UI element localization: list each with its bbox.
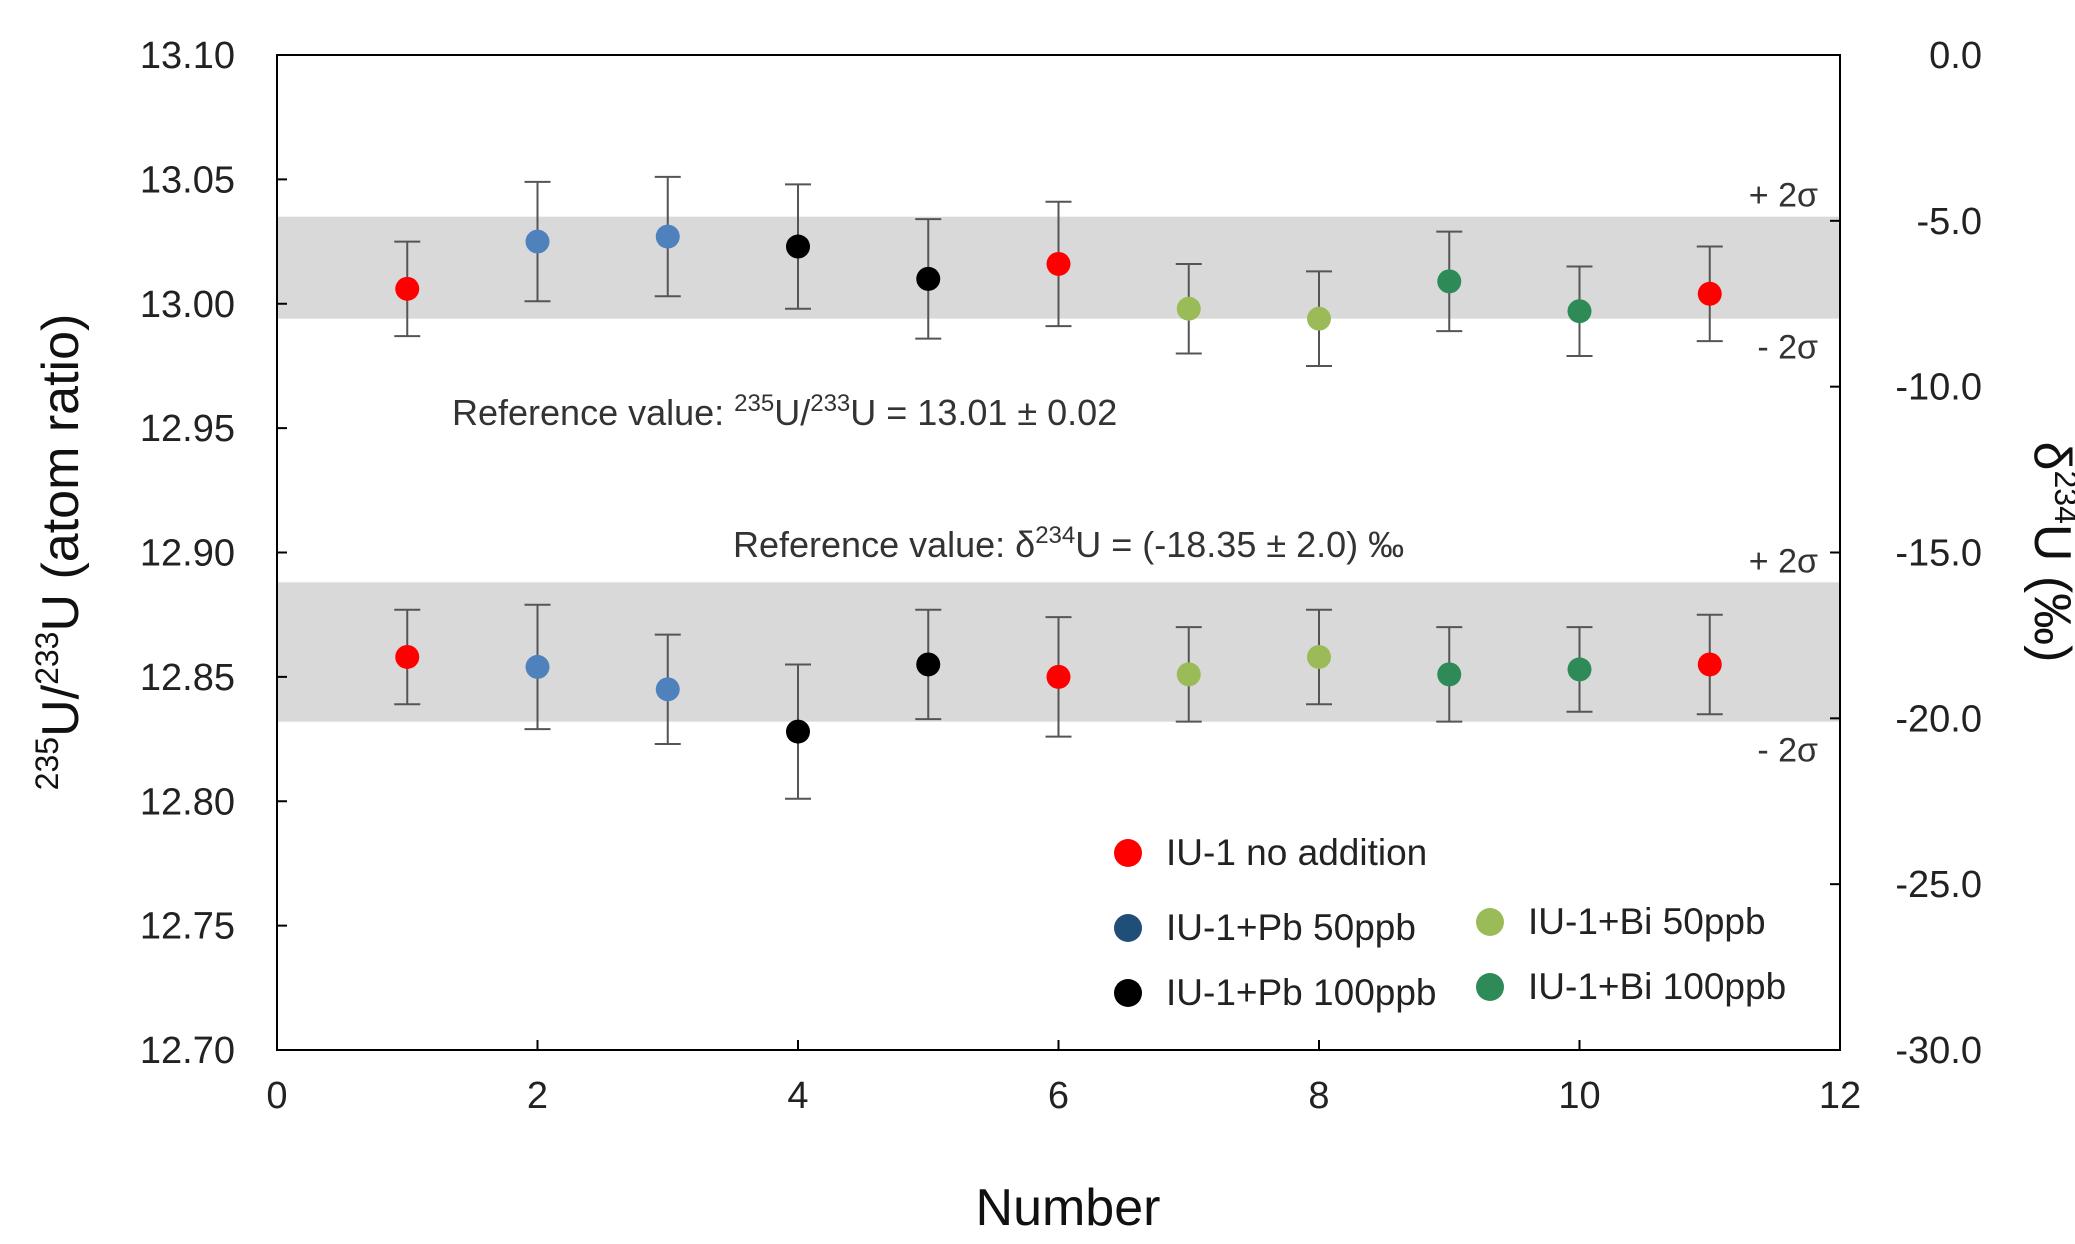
ratio-point-series1 bbox=[1046, 251, 1071, 276]
ratio-point-series5 bbox=[1437, 269, 1462, 294]
delta-point-series5 bbox=[1437, 662, 1462, 687]
y-left-tick-label: 12.90 bbox=[140, 533, 235, 575]
y-right-tick-label: -25.0 bbox=[1895, 864, 1982, 906]
annotation-text: U = (-18.35 bbox=[1075, 524, 1266, 565]
ratio-point-series1 bbox=[1697, 281, 1722, 306]
band-1-upper-label: + 2σ bbox=[1749, 177, 1818, 215]
delta-point-series1 bbox=[1697, 652, 1722, 677]
y-left-tick-label: 12.70 bbox=[140, 1030, 235, 1072]
delta-point-series1 bbox=[1046, 664, 1071, 689]
y-left-sup-233: 233 bbox=[29, 632, 65, 685]
y-right-tick-label: -15.0 bbox=[1895, 533, 1982, 575]
legend-label-4: IU-1+Bi 50ppb bbox=[1528, 901, 1766, 942]
y-left-part-b: U (atom ratio) bbox=[32, 314, 90, 632]
y-left-tick-label: 12.75 bbox=[140, 906, 235, 948]
y-right-tick-label: -10.0 bbox=[1895, 367, 1982, 409]
delta-point-series1 bbox=[395, 644, 420, 669]
delta-point-series2 bbox=[655, 677, 680, 702]
y-axis-title-left: 235U/233U (atom ratio) bbox=[29, 314, 90, 791]
annotation-text: ± 0.02 bbox=[1017, 392, 1117, 433]
x-tick-label: 2 bbox=[527, 1075, 548, 1117]
band-2-lower-label: - 2σ bbox=[1757, 732, 1818, 770]
ratio-point-series4 bbox=[1307, 306, 1331, 331]
x-tick-label: 10 bbox=[1558, 1075, 1600, 1117]
y-right-part-b: U (‰) bbox=[2023, 524, 2075, 663]
annotation-text: Reference value: δ bbox=[733, 524, 1035, 565]
delta-point-series4 bbox=[1307, 644, 1331, 669]
annotations: Reference value: 235U/233U = 13.01 ± 0.0… bbox=[452, 390, 1404, 565]
delta-point-series3 bbox=[786, 719, 810, 744]
ratio-point-series2 bbox=[525, 229, 550, 254]
annotation-text: U = 13.01 bbox=[850, 392, 1017, 433]
delta-point-series2 bbox=[525, 654, 550, 679]
error-bars bbox=[394, 175, 1723, 800]
axis-ticks: 0 2 4 6 8 10 12 12.70 12.75 12.80 12.85 12.90 12.95 1… bbox=[140, 35, 1982, 1117]
data-points bbox=[395, 224, 1722, 744]
legend-label-2: IU-1+Pb 50ppb bbox=[1166, 907, 1416, 948]
legend-label-1: IU-1 no addition bbox=[1166, 832, 1427, 873]
annotation-superscript: 234 bbox=[1035, 522, 1075, 549]
band-1-lower-label: - 2σ bbox=[1757, 329, 1818, 367]
y-right-tick-label: -30.0 bbox=[1895, 1030, 1982, 1072]
band-2-upper-label: + 2σ bbox=[1749, 542, 1818, 580]
y-left-tick-label: 13.00 bbox=[140, 284, 235, 326]
annotation-superscript: 233 bbox=[810, 390, 850, 417]
ratio-point-series1 bbox=[395, 276, 420, 301]
y-right-sup-234: 234 bbox=[2048, 470, 2075, 523]
y-right-tick-label: -5.0 bbox=[1917, 201, 1982, 243]
y-right-tick-label: -20.0 bbox=[1895, 698, 1982, 740]
legend-marker-4 bbox=[1476, 908, 1504, 936]
ratio-point-series3 bbox=[916, 266, 941, 291]
y-right-part-a: δ bbox=[2023, 442, 2075, 471]
ratio-point-series5 bbox=[1567, 299, 1592, 324]
x-tick-label: 6 bbox=[1048, 1075, 1069, 1117]
x-tick-label: 12 bbox=[1819, 1075, 1861, 1117]
y-right-tick-label: 0.0 bbox=[1929, 35, 1982, 77]
legend-marker-2 bbox=[1114, 914, 1142, 942]
delta-point-series3 bbox=[916, 652, 941, 677]
y-axis-title-right: δ234U (‰) bbox=[2023, 442, 2075, 663]
x-tick-label: 4 bbox=[787, 1075, 808, 1117]
y-left-tick-label: 13.05 bbox=[140, 159, 235, 201]
ratio-point-series4 bbox=[1176, 296, 1201, 321]
annotation-text: ± 2.0) ‰ bbox=[1266, 524, 1404, 565]
y-left-sup-235: 235 bbox=[29, 737, 65, 790]
legend-marker-1 bbox=[1114, 839, 1142, 867]
delta-point-series5 bbox=[1567, 657, 1592, 682]
x-tick-label: 0 bbox=[266, 1075, 287, 1117]
x-axis-title: Number bbox=[976, 1179, 1161, 1237]
ratio-point-series3 bbox=[786, 234, 810, 259]
y-left-part-a: U/ bbox=[32, 684, 90, 737]
legend-marker-5 bbox=[1476, 973, 1504, 1001]
legend-label-3: IU-1+Pb 100ppb bbox=[1166, 972, 1437, 1013]
delta-point-series4 bbox=[1176, 662, 1201, 687]
reference-annotation-2: Reference value: δ234U = (-18.35 ± 2.0) … bbox=[733, 522, 1404, 565]
y-left-tick-label: 12.80 bbox=[140, 781, 235, 823]
x-tick-label: 8 bbox=[1308, 1075, 1329, 1117]
y-left-tick-label: 12.95 bbox=[140, 408, 235, 450]
legend: IU-1 no addition IU-1+Pb 50ppb IU-1+Pb 100… bbox=[1114, 832, 1786, 1013]
legend-marker-3 bbox=[1114, 979, 1142, 1007]
annotation-superscript: 235 bbox=[734, 390, 774, 417]
annotation-text: U/ bbox=[774, 392, 810, 433]
legend-label-5: IU-1+Bi 100ppb bbox=[1528, 966, 1786, 1007]
ratio-point-series2 bbox=[655, 224, 680, 249]
reference-annotation-1: Reference value: 235U/233U = 13.01 ± 0.0… bbox=[452, 390, 1117, 433]
y-left-tick-label: 12.85 bbox=[140, 657, 235, 699]
y-left-tick-label: 13.10 bbox=[140, 35, 235, 77]
annotation-text: Reference value: bbox=[452, 392, 734, 433]
